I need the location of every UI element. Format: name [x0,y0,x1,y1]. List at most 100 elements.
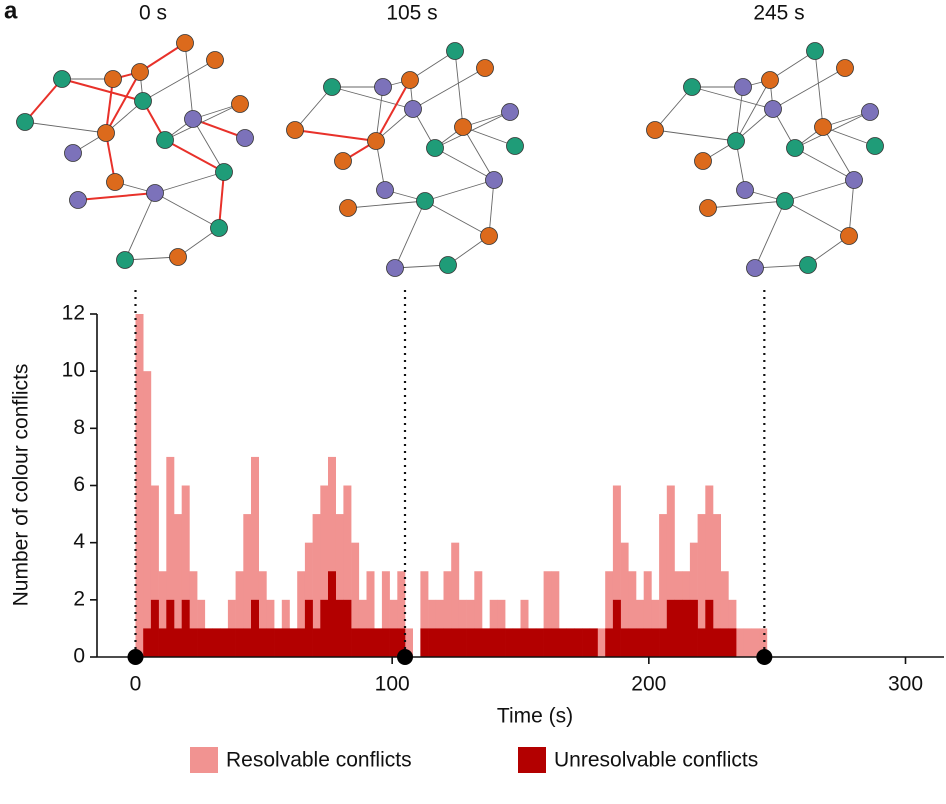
node [131,63,149,81]
bar [143,628,152,657]
bar [620,542,629,657]
y-axis-label: Number of colour conflicts [10,364,33,607]
bar [189,628,198,657]
node [416,192,434,210]
node [446,42,464,60]
bar [512,628,521,657]
bar [505,628,514,657]
bar [643,628,652,657]
edge [794,111,871,149]
snapshot-dot [756,649,773,665]
node [374,78,392,96]
bar [320,599,329,657]
legend-swatch [518,747,546,773]
bar [466,599,475,657]
bar [743,628,752,657]
conflict-edge [105,78,114,134]
bar [204,628,213,657]
node [439,256,457,274]
node [215,163,233,181]
edge [454,50,464,128]
node [106,173,124,191]
edge [784,200,850,237]
bar [289,628,298,657]
y-tick-label: 2 [73,587,85,610]
y-tick-label: 0 [73,645,85,668]
bar [435,628,444,657]
edge [488,179,495,237]
bar [397,571,406,657]
conflict-edge [77,192,156,201]
bar [212,628,221,657]
bar [443,571,452,657]
bar [251,599,259,657]
bar [174,628,182,657]
edge [424,179,495,202]
bar [258,571,267,657]
node [845,171,863,189]
bar [458,628,467,657]
bar [405,628,413,657]
bar [328,456,336,657]
node [861,103,879,121]
bar [274,628,283,657]
bar [197,599,206,657]
bar [589,628,598,657]
bar [574,628,583,657]
node [485,171,503,189]
bar [751,628,760,657]
bar [343,485,352,657]
bar [659,514,668,657]
node [799,256,817,274]
bar [158,628,167,657]
conflict-edge [105,71,141,134]
node [69,191,87,209]
bar [435,599,444,657]
bar [458,599,467,657]
edge [848,179,855,237]
edge [409,50,456,81]
x-tick-label: 200 [631,673,666,696]
bar [697,628,706,657]
node [134,92,152,110]
node [334,152,352,170]
node [699,199,717,217]
bar [420,571,429,657]
node [64,144,82,162]
node [286,121,304,139]
edge [822,126,855,181]
bar [389,599,398,657]
bar [158,571,167,657]
bar [389,628,398,657]
bar [497,599,506,657]
x-tick-label: 100 [375,673,410,696]
bar [666,599,675,657]
node [736,181,754,199]
x-axis-label: Time (s) [497,705,573,728]
bar [420,628,429,657]
bar [612,599,621,657]
edge [124,192,156,261]
bar [358,599,367,657]
x-tick-label: 300 [888,673,923,696]
snapshot-label: 0 s [139,2,167,25]
bar [520,599,529,657]
node [97,124,115,142]
bar [235,571,244,657]
node [506,137,524,155]
edge [784,179,855,202]
bar [551,571,560,657]
node [116,251,134,269]
bar [466,628,475,657]
edge [735,86,744,142]
edge [654,86,693,131]
bar [220,628,229,657]
bar [612,485,621,657]
bar [428,599,437,657]
node [646,121,664,139]
node [210,219,228,237]
bar [643,571,652,657]
bar [150,599,159,657]
bar [381,628,390,657]
